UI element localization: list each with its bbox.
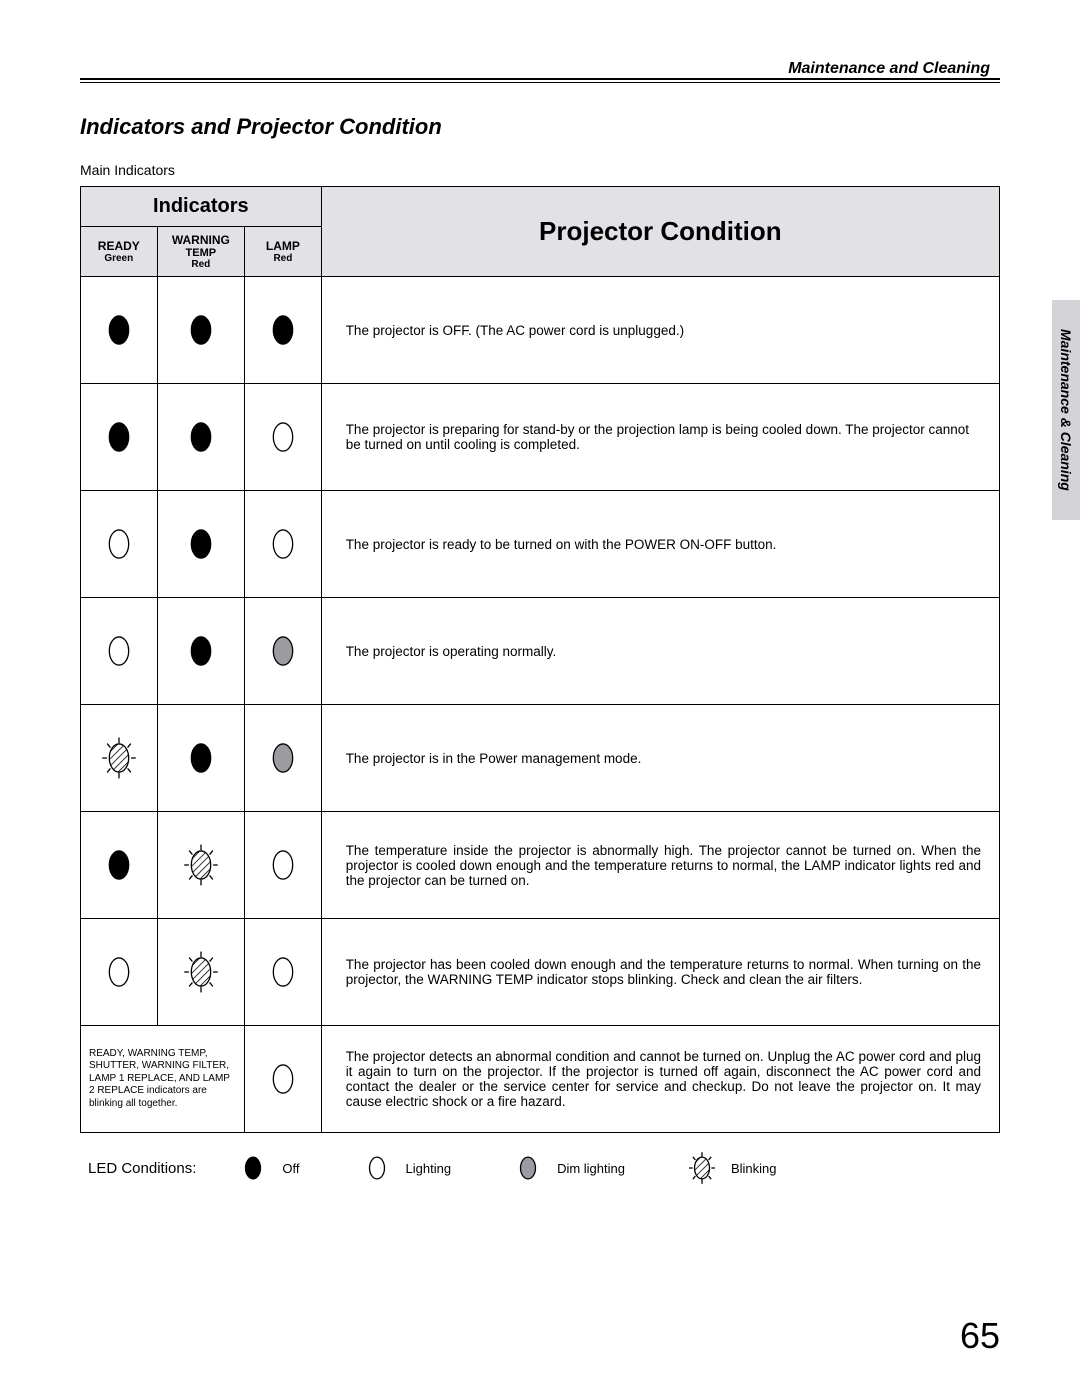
led-off-icon [97,308,141,352]
section-title: Indicators and Projector Condition [80,114,1000,140]
column-header: LAMPRed [245,227,322,277]
led-blink-icon [97,736,141,780]
led-cell [245,812,322,919]
led-cell [245,1026,322,1133]
led-cell [81,491,158,598]
led-blink-icon [179,950,223,994]
led-dim-icon [261,629,305,673]
table-row: The projector is in the Power management… [81,705,1000,812]
table-row: The projector is ready to be turned on w… [81,491,1000,598]
led-cell [157,919,245,1026]
led-cell [81,919,158,1026]
column-header: READYGreen [81,227,158,277]
legend-item-label: Off [282,1161,299,1176]
side-tab: Maintenance & Cleaning [1052,300,1080,520]
led-light-icon [261,843,305,887]
merged-indicator-note: READY, WARNING TEMP, SHUTTER, WARNING FI… [81,1026,245,1133]
condition-cell: The projector is ready to be turned on w… [321,491,999,598]
led-cell [245,705,322,812]
led-cell [157,277,245,384]
led-off-icon [179,736,223,780]
led-off-icon [179,629,223,673]
table-row: READY, WARNING TEMP, SHUTTER, WARNING FI… [81,1026,1000,1133]
led-off-icon [97,415,141,459]
led-cell [245,384,322,491]
led-cell [157,812,245,919]
led-cell [157,384,245,491]
table-row: The projector is operating normally. [81,598,1000,705]
legend-item: Blinking [685,1151,777,1185]
side-tab-label: Maintenance & Cleaning [1058,329,1074,491]
led-cell [157,491,245,598]
led-off-icon [97,843,141,887]
condition-cell: The projector is in the Power management… [321,705,999,812]
page-number: 65 [960,1315,1000,1357]
led-cell [81,277,158,384]
led-off-icon [236,1151,270,1185]
legend-label: LED Conditions: [88,1160,196,1177]
condition-cell: The projector is preparing for stand-by … [321,384,999,491]
led-cell [157,598,245,705]
led-light-icon [97,629,141,673]
legend-item-label: Dim lighting [557,1161,625,1176]
led-light-icon [261,522,305,566]
led-cell [157,705,245,812]
table-row: The temperature inside the projector is … [81,812,1000,919]
led-dim-icon [511,1151,545,1185]
led-light-icon [97,522,141,566]
header-indicators: Indicators [81,187,322,227]
led-off-icon [179,522,223,566]
legend: LED Conditions: Off Lighting Dim lighting B… [80,1151,1000,1185]
led-light-icon [360,1151,394,1185]
legend-item: Dim lighting [511,1151,625,1185]
led-cell [81,705,158,812]
legend-item-label: Lighting [406,1161,452,1176]
led-cell [81,598,158,705]
condition-cell: The projector is operating normally. [321,598,999,705]
led-off-icon [179,308,223,352]
led-blink-icon [179,843,223,887]
condition-cell: The projector has been cooled down enoug… [321,919,999,1026]
breadcrumb: Maintenance and Cleaning [80,60,1000,78]
table-row: The projector is preparing for stand-by … [81,384,1000,491]
led-light-icon [261,415,305,459]
led-cell [81,812,158,919]
condition-cell: The projector detects an abnormal condit… [321,1026,999,1133]
led-cell [245,919,322,1026]
subtitle: Main Indicators [80,162,1000,178]
led-off-icon [261,308,305,352]
condition-cell: The temperature inside the projector is … [321,812,999,919]
top-rule [80,78,1000,83]
led-blink-icon [685,1151,719,1185]
column-header: WARNINGTEMPRed [157,227,245,277]
led-cell [81,384,158,491]
table-row: The projector is OFF. (The AC power cord… [81,277,1000,384]
header-projector-condition: Projector Condition [321,187,999,277]
led-cell [245,277,322,384]
led-light-icon [97,950,141,994]
table-row: The projector has been cooled down enoug… [81,919,1000,1026]
led-dim-icon [261,736,305,780]
condition-cell: The projector is OFF. (The AC power cord… [321,277,999,384]
legend-item: Off [236,1151,299,1185]
led-off-icon [179,415,223,459]
led-cell [245,491,322,598]
led-cell [245,598,322,705]
indicator-table: Indicators Projector Condition READYGree… [80,186,1000,1133]
led-light-icon [261,950,305,994]
legend-item: Lighting [360,1151,452,1185]
led-light-icon [261,1057,305,1101]
legend-item-label: Blinking [731,1161,777,1176]
